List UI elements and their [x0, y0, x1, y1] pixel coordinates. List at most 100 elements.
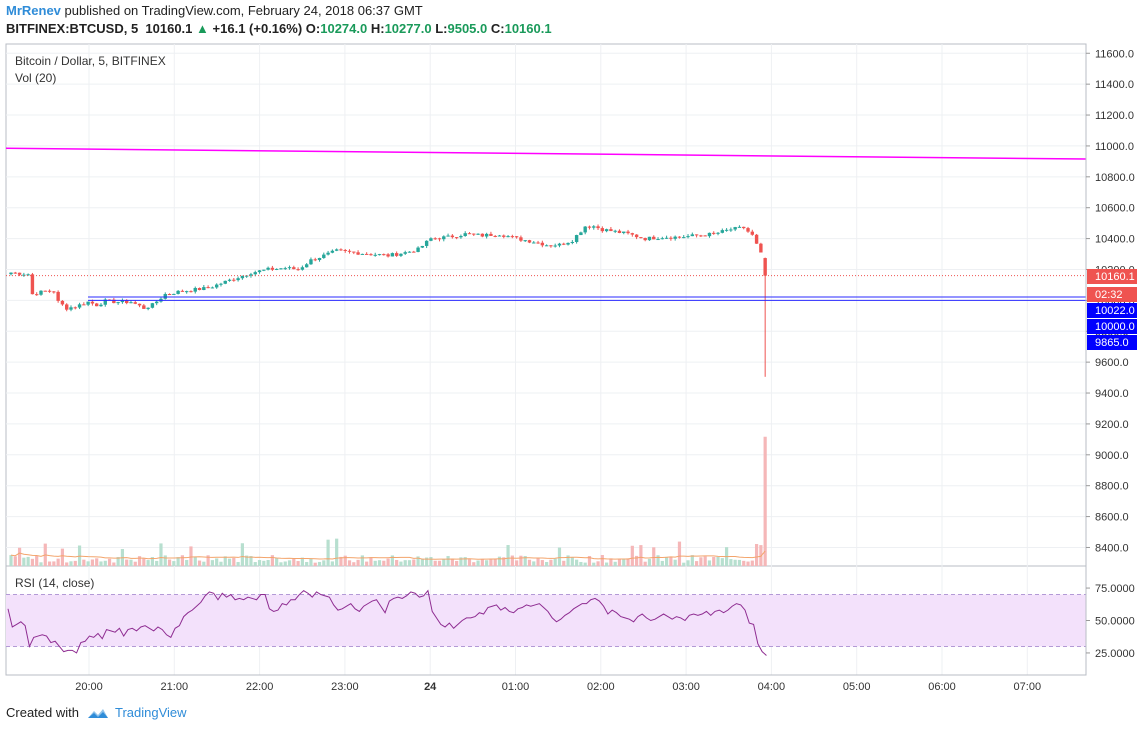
volume-bar — [339, 556, 343, 566]
candle-body — [746, 228, 750, 232]
price-pane[interactable] — [5, 43, 1087, 567]
candle-body — [116, 302, 120, 304]
volume-bar — [613, 561, 617, 566]
volume-bar — [309, 558, 313, 566]
volume-bar — [189, 546, 193, 566]
price-labels: 10160.1 02:32 10022.0 10000.0 9865.0 — [1087, 269, 1137, 350]
candle-body — [257, 270, 262, 273]
volume-bar — [412, 559, 416, 566]
volume-bar — [433, 560, 437, 566]
candle-body — [356, 252, 360, 255]
volume-bar — [390, 555, 394, 566]
volume-bar — [86, 561, 90, 566]
volume-bar — [167, 559, 172, 566]
price-flag-text: 9865.0 — [1095, 337, 1129, 349]
volume-bar — [335, 538, 339, 566]
candle-body — [712, 232, 716, 234]
chart-canvas[interactable]: 11600.0 11400.0 11200.0 11000.0 10800.0 10600… — [0, 0, 1145, 700]
price-axis[interactable]: 11600.0 11400.0 11200.0 11000.0 10800.0 10600… — [1085, 44, 1144, 675]
candle-body — [373, 254, 377, 256]
volume-bar — [596, 561, 600, 566]
author-name[interactable]: MrRenev — [6, 3, 61, 18]
tradingview-link[interactable]: TradingView — [114, 705, 187, 720]
volume-bar — [587, 556, 592, 566]
candle-body — [189, 291, 193, 293]
volume-bar — [47, 561, 52, 566]
rsi-tick-label: 25.0000 — [1095, 648, 1135, 660]
volume-bar — [347, 560, 352, 566]
publish-text: published on TradingView.com, February 2… — [64, 3, 423, 18]
time-axis[interactable]: 20:00 21:00 22:00 23:00 24 01:00 02:00 03:00 04:… — [6, 674, 1086, 693]
price-flag-text: 10000.0 — [1095, 321, 1135, 333]
candle-body — [369, 254, 373, 256]
candle-body — [656, 239, 660, 241]
candle-body — [596, 226, 600, 229]
candle-body — [634, 234, 639, 238]
volume-bar — [703, 556, 707, 566]
candle-body — [262, 269, 266, 271]
candle-body — [56, 291, 60, 301]
volume-bar — [262, 560, 266, 566]
candle-body — [394, 253, 399, 256]
candle-body — [459, 236, 463, 238]
volume-bar — [52, 561, 56, 566]
volume-bar — [617, 559, 622, 566]
price-flag — [1087, 269, 1137, 284]
candle-body — [416, 247, 420, 252]
candle-body — [660, 238, 665, 240]
volume-bar — [150, 557, 155, 566]
volume-bar — [510, 555, 514, 566]
candle-body — [154, 301, 159, 304]
candle-body — [643, 237, 647, 241]
volume-bar — [249, 556, 253, 566]
volume-bar — [360, 555, 364, 566]
candle-body — [536, 242, 540, 244]
chart-title: Bitcoin / Dollar, 5, BITFINEX — [15, 54, 166, 68]
volume-bar — [137, 556, 142, 566]
candle-body — [750, 231, 755, 235]
candle-body — [95, 303, 99, 307]
volume-bar — [729, 559, 733, 566]
volume-bar — [30, 558, 35, 566]
candle-body — [120, 300, 125, 303]
candle-body — [626, 231, 630, 234]
volume-bar — [133, 561, 137, 566]
candle-body — [574, 235, 579, 242]
volume-bar — [506, 545, 510, 566]
volume-bar — [35, 555, 39, 566]
time-tick-label: 01:00 — [502, 681, 530, 693]
trendline — [5, 147, 1087, 160]
volume-bar — [545, 561, 549, 566]
volume-bar — [579, 561, 583, 566]
volume-bar — [575, 559, 579, 566]
price-flag-text: 10022.0 — [1095, 305, 1135, 317]
candle-body — [214, 284, 219, 288]
volume-bar — [562, 560, 566, 566]
price-flag — [1087, 303, 1137, 318]
volume-bar — [720, 558, 724, 566]
volume-bar — [82, 559, 86, 566]
time-tick-label: 22:00 — [246, 681, 274, 693]
up-triangle-icon: ▲ — [196, 21, 209, 36]
candle-body — [497, 235, 502, 237]
candle-body — [433, 238, 437, 240]
volume-bar — [403, 560, 407, 566]
volume-bar — [176, 557, 180, 566]
candle-body — [26, 274, 30, 276]
volume-bar — [313, 562, 317, 566]
open-value: 10274.0 — [320, 21, 368, 36]
volume-bar — [356, 559, 360, 566]
candle-body — [240, 275, 245, 279]
volume-bar — [609, 558, 613, 566]
volume-bar — [69, 561, 73, 566]
volume-bar — [467, 559, 472, 566]
volume-bar — [56, 558, 60, 566]
price-tick-label: 11400.0 — [1095, 79, 1134, 91]
candle-body — [65, 304, 69, 310]
volume-bar — [446, 556, 450, 566]
volume-bar — [437, 560, 442, 566]
volume-bar — [142, 558, 146, 566]
candle-body — [686, 236, 690, 238]
candle-body — [17, 272, 22, 275]
candle-body — [604, 229, 609, 232]
